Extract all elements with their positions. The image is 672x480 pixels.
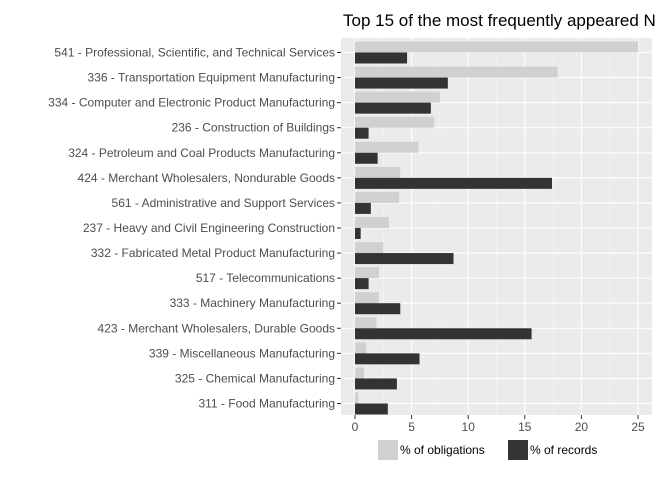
category-label: 236 - Construction of Buildings (172, 121, 335, 135)
category-label: 561 - Administrative and Support Service… (112, 196, 335, 210)
bar-obligations (355, 166, 401, 178)
bar-obligations (355, 41, 638, 53)
x-tick-label: 15 (518, 420, 532, 434)
category-label: 324 - Petroleum and Coal Products Manufa… (68, 146, 335, 160)
bar-records (355, 202, 371, 214)
x-tick-label: 20 (575, 420, 589, 434)
bar-records (355, 227, 361, 239)
bar-records (355, 403, 388, 415)
category-label: 336 - Transportation Equipment Manufactu… (88, 71, 335, 85)
category-label: 237 - Heavy and Civil Engineering Constr… (83, 221, 335, 235)
gridlines (341, 38, 652, 415)
legend-swatch (508, 440, 528, 460)
bar-records (355, 303, 401, 315)
bar-records (355, 52, 408, 64)
bar-obligations (355, 367, 365, 379)
legend: % of obligations % of records (378, 440, 597, 460)
bar-obligations (355, 216, 389, 228)
bar-records (355, 77, 448, 89)
x-tick-label: 25 (631, 420, 645, 434)
bar-records (355, 127, 369, 139)
chart-title: Top 15 of the most frequently appeared N (343, 11, 656, 30)
bar-obligations (355, 191, 400, 203)
category-label: 332 - Fabricated Metal Product Manufactu… (91, 246, 335, 260)
bar-obligations (355, 242, 384, 254)
category-label: 339 - Miscellaneous Manufacturing (149, 346, 335, 360)
legend-label: % of records (530, 443, 597, 457)
category-label: 541 - Professional, Scientific, and Tech… (54, 46, 335, 60)
legend-label: % of obligations (400, 443, 485, 457)
bar-obligations (355, 392, 359, 404)
bar-obligations (355, 342, 367, 354)
x-axis: 0 5 10 15 20 25 (352, 415, 645, 434)
category-label: 325 - Chemical Manufacturing (175, 371, 335, 385)
bar-obligations (355, 141, 419, 153)
bar-records (355, 328, 532, 340)
bars (355, 41, 638, 415)
bar-records (355, 253, 454, 265)
category-label: 333 - Machinery Manufacturing (170, 296, 335, 310)
x-tick-label: 0 (352, 420, 359, 434)
category-labels: 541 - Professional, Scientific, and Tech… (48, 46, 341, 410)
category-label: 423 - Merchant Wholesalers, Durable Good… (98, 321, 335, 335)
bar-obligations (355, 317, 377, 329)
bar-obligations (355, 116, 435, 128)
bar-obligations (355, 66, 558, 78)
bar-obligations (355, 267, 379, 279)
legend-swatch (378, 440, 398, 460)
bar-records (355, 378, 397, 390)
category-label: 424 - Merchant Wholesalers, Nondurable G… (78, 171, 335, 185)
bar-records (355, 353, 420, 365)
category-label: 517 - Telecommunications (196, 271, 335, 285)
category-label: 334 - Computer and Electronic Product Ma… (48, 96, 335, 110)
category-label: 311 - Food Manufacturing (198, 396, 335, 410)
x-tick-label: 10 (462, 420, 476, 434)
bar-records (355, 102, 431, 114)
bar-obligations (355, 292, 379, 304)
bar-obligations (355, 91, 440, 103)
bar-records (355, 278, 369, 290)
bar-records (355, 152, 378, 164)
bar-records (355, 177, 552, 189)
x-tick-label: 5 (408, 420, 415, 434)
